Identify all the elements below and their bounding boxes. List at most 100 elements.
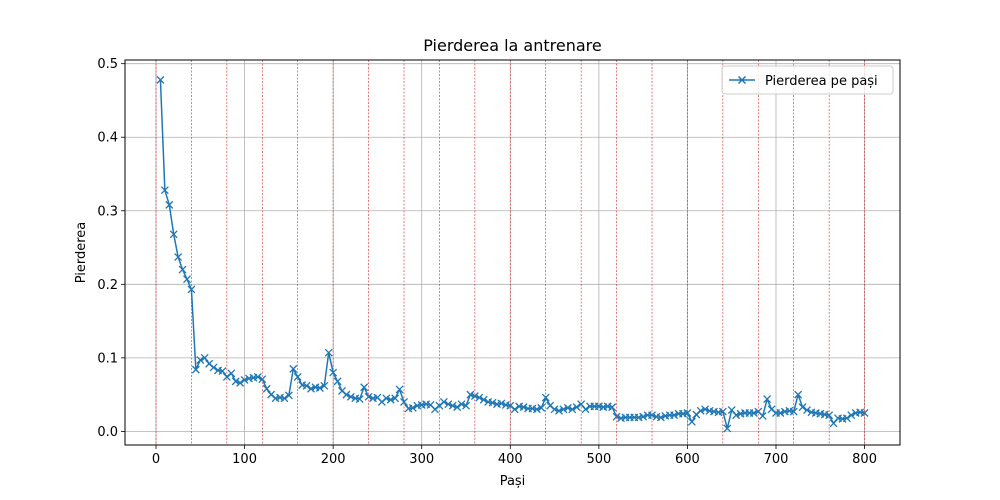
data-point-marker: [448, 401, 457, 410]
data-point-marker: [156, 75, 165, 84]
x-tick-label: 500: [586, 452, 611, 467]
y-tick-label: 0.1: [97, 351, 118, 366]
data-point-marker: [236, 378, 245, 387]
data-point-marker: [537, 403, 546, 412]
x-axis-label: Pași: [500, 474, 526, 489]
data-point-marker: [847, 411, 856, 420]
data-point-marker: [466, 390, 475, 399]
x-tick-label: 700: [764, 452, 789, 467]
data-point-marker: [758, 411, 767, 420]
data-point-marker: [581, 405, 590, 414]
data-point-marker: [355, 395, 364, 403]
data-point-marker: [400, 398, 408, 406]
data-point-marker: [842, 414, 851, 423]
x-tick-label: 200: [321, 452, 346, 467]
data-point-marker: [749, 409, 758, 417]
data-point-marker: [231, 377, 240, 386]
data-point-marker: [510, 405, 519, 414]
data-point-marker: [860, 409, 869, 417]
data-point-marker: [218, 367, 227, 376]
y-tick-label: 0.5: [97, 57, 118, 72]
data-point-marker: [444, 400, 453, 409]
data-point-marker: [293, 373, 302, 381]
x-tick-label: 100: [232, 452, 257, 467]
data-point-marker: [187, 285, 196, 294]
data-point-marker: [329, 368, 338, 377]
data-point-marker: [178, 265, 187, 274]
x-tick-label: 800: [852, 452, 877, 467]
data-point-marker: [563, 403, 572, 412]
data-point-marker: [475, 393, 484, 402]
data-point-marker: [307, 384, 315, 393]
data-point-marker: [169, 230, 178, 239]
data-point-marker: [439, 398, 448, 406]
data-point-marker: [457, 400, 466, 409]
data-point-marker: [342, 390, 351, 399]
x-tick-label: 300: [409, 452, 434, 467]
data-point-marker: [568, 405, 577, 414]
data-point-marker: [559, 405, 568, 414]
data-point-marker: [196, 356, 205, 365]
data-point-marker: [555, 406, 563, 415]
data-point-marker: [165, 200, 174, 209]
data-point-marker: [408, 403, 417, 412]
y-axis-ticks: 0.0 0.1 0.2 0.3 0.4 0.5: [97, 57, 125, 440]
data-point-marker: [386, 395, 395, 404]
data-point-marker: [360, 383, 369, 392]
data-point-marker: [803, 406, 811, 415]
data-point-marker: [320, 381, 329, 390]
data-point-marker: [648, 411, 656, 420]
data-point-marker: [670, 411, 679, 420]
data-point-marker: [200, 353, 209, 362]
data-point-marker: [333, 377, 342, 386]
data-point-marker: [639, 412, 648, 421]
x-axis-ticks: 0 100 200 300 400 500 600 700 800: [152, 445, 877, 467]
legend-marker-x-icon: [737, 75, 747, 85]
data-point-marker: [541, 393, 550, 402]
data-point-marker: [280, 394, 289, 403]
data-point-marker: [794, 390, 803, 399]
data-point-marker: [656, 413, 665, 422]
data-point-marker: [776, 409, 785, 417]
data-point-marker: [209, 363, 218, 372]
data-point-marker: [696, 406, 705, 415]
data-point-marker: [701, 405, 710, 414]
data-point-marker: [825, 411, 834, 420]
x-tick-label: 600: [675, 452, 700, 467]
epoch-boundary-lines: [155, 60, 865, 445]
data-point-marker: [789, 407, 798, 416]
data-point-marker: [174, 253, 183, 262]
data-point-marker: [324, 348, 333, 357]
data-point-marker: [763, 395, 772, 403]
data-point-marker: [315, 384, 324, 392]
y-tick-label: 0.2: [97, 278, 118, 293]
x-tick-label: 400: [498, 452, 523, 467]
data-point-marker: [732, 411, 741, 420]
y-tick-label: 0.0: [97, 425, 118, 440]
y-tick-label: 0.4: [97, 131, 118, 146]
data-point-marker: [183, 275, 191, 284]
data-point-marker: [723, 424, 732, 433]
data-point-marker: [608, 403, 617, 412]
data-point-marker: [227, 369, 236, 378]
data-point-marker: [519, 403, 528, 412]
data-point-marker: [612, 412, 621, 421]
data-point-marker: [289, 364, 298, 373]
data-point-marker: [462, 401, 470, 410]
data-point-marker: [346, 392, 355, 401]
data-point-marker: [364, 392, 373, 401]
data-point-marker: [302, 381, 311, 390]
plot-series: [156, 75, 869, 433]
legend-label: Pierderea pe pași: [765, 74, 878, 89]
y-tick-label: 0.3: [97, 204, 118, 219]
data-point-marker: [470, 392, 479, 401]
data-point-marker: [550, 405, 559, 414]
data-point-marker: [687, 417, 696, 426]
data-point-marker: [395, 385, 404, 394]
data-point-marker: [191, 365, 200, 374]
plot-frame: [124, 59, 901, 446]
data-point-marker: [262, 384, 271, 393]
data-point-marker: [284, 391, 293, 400]
data-point-marker: [479, 395, 488, 404]
